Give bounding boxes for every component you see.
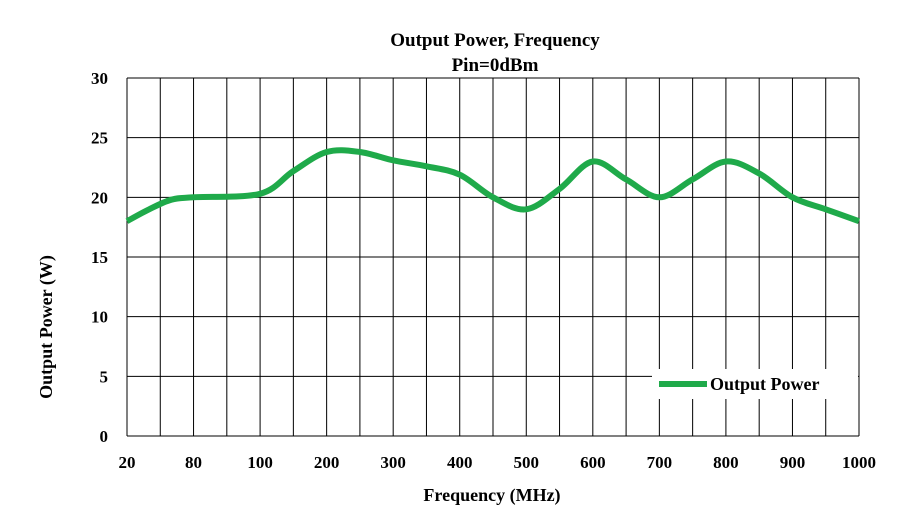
x-tick-labels: 20 80 100 200 300 400 500 600 700 800 900 1000 (119, 453, 877, 472)
x-tick-label: 700 (647, 453, 673, 472)
x-tick-label: 500 (514, 453, 540, 472)
y-tick-label: 10 (91, 308, 108, 327)
series-layer (125, 147, 861, 225)
x-tick-label: 600 (580, 453, 606, 472)
y-tick-label: 5 (100, 367, 109, 386)
chart-title: Output Power, Frequency (390, 30, 600, 51)
x-tick-label: 1000 (842, 453, 876, 472)
x-tick-label: 80 (185, 453, 202, 472)
x-tick-label: 300 (380, 453, 406, 472)
x-tick-label: 200 (314, 453, 340, 472)
y-axis-label: Output Power (W) (36, 255, 57, 399)
x-tick-label: 900 (780, 453, 806, 472)
y-tick-label: 30 (91, 69, 108, 88)
x-tick-label: 400 (447, 453, 473, 472)
x-tick-label: 20 (119, 453, 136, 472)
y-tick-label: 20 (91, 188, 108, 207)
legend-label: Output Power (710, 374, 820, 394)
y-tick-label: 0 (100, 427, 109, 446)
x-tick-label: 800 (713, 453, 739, 472)
chart-subtitle: Pin=0dBm (452, 55, 539, 76)
series-line-output-power (125, 147, 861, 225)
y-tick-label: 25 (91, 129, 108, 148)
x-axis-label: Frequency (MHz) (423, 485, 560, 506)
plot-grid (126, 77, 860, 437)
x-tick-label: 100 (247, 453, 273, 472)
y-tick-labels: 0 5 10 15 20 25 30 (91, 69, 108, 446)
y-tick-label: 15 (91, 248, 108, 267)
